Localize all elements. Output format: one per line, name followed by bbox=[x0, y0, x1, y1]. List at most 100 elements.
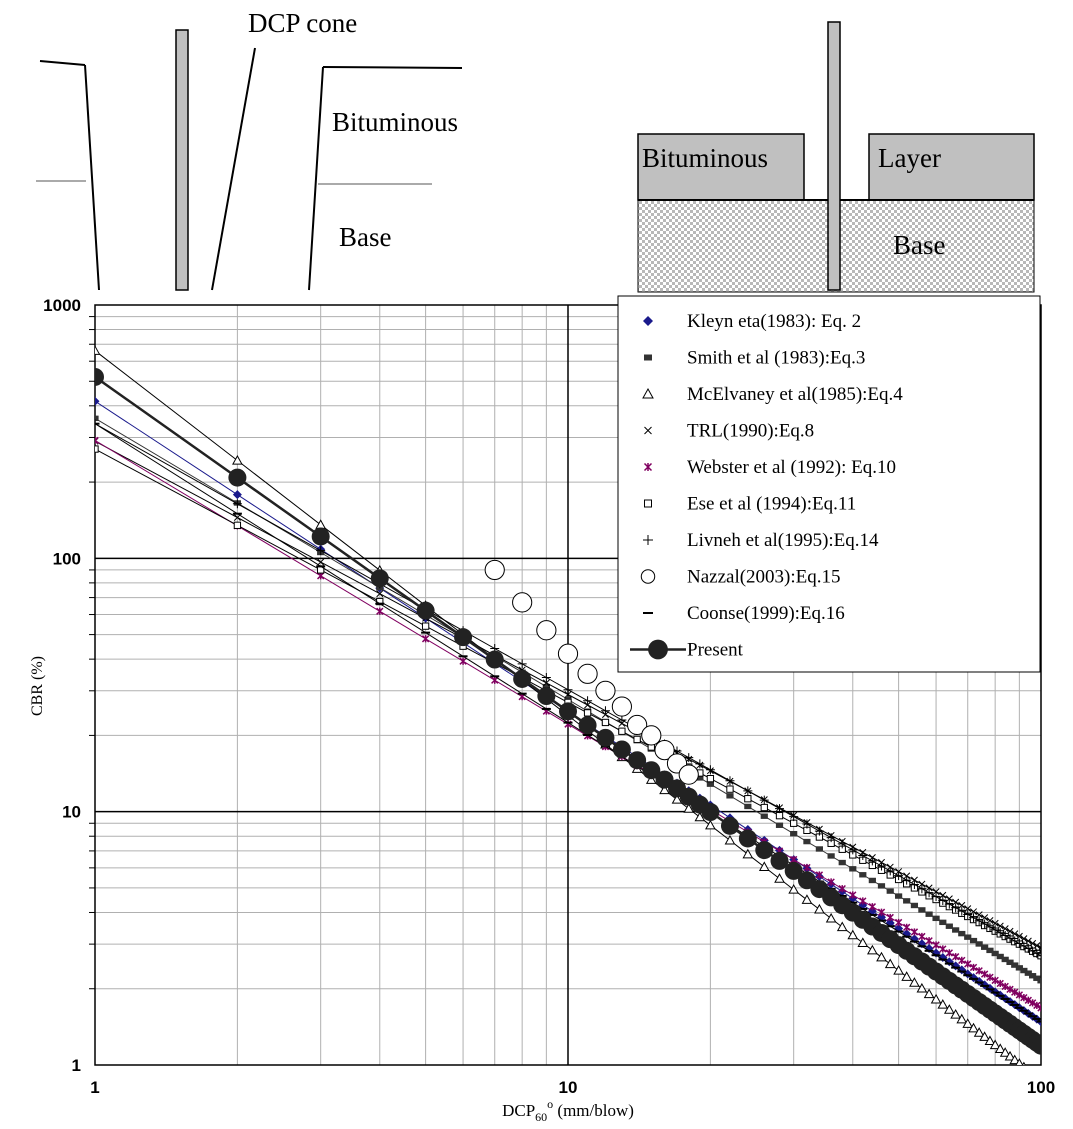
series-5-marker bbox=[958, 956, 966, 965]
series-10-marker bbox=[755, 841, 774, 860]
series-7-marker bbox=[541, 673, 551, 683]
series-7-marker bbox=[316, 546, 326, 556]
legend: Kleyn eta(1983): Eq. 2 Smith et al (1983)… bbox=[617, 295, 1041, 673]
series-7-marker bbox=[826, 833, 836, 843]
series-5-marker bbox=[838, 884, 846, 893]
series-5-marker bbox=[1028, 999, 1037, 1007]
y-axis-label: CBR (%) bbox=[29, 656, 46, 716]
legend-item: McElvaney et al(1985):Eq.4 bbox=[642, 384, 903, 405]
series-4-marker bbox=[932, 888, 940, 896]
series-2-marker bbox=[991, 950, 999, 957]
series-5-marker bbox=[939, 945, 947, 953]
series-6-marker bbox=[744, 795, 752, 803]
series-7-marker bbox=[848, 845, 858, 855]
series-1-marker bbox=[232, 490, 242, 500]
series-3-marker bbox=[758, 861, 770, 871]
series-3-marker bbox=[1015, 1058, 1024, 1065]
legend-item: Kleyn eta(1983): Eq. 2 bbox=[643, 311, 861, 332]
y-tick-labels: 1 10 100 1000 bbox=[43, 296, 81, 1075]
series-2-marker bbox=[981, 944, 989, 950]
series-5-marker bbox=[910, 928, 919, 936]
series-2-marker bbox=[1024, 970, 1032, 976]
legend-item: Smith et al (1983):Eq.3 bbox=[644, 348, 865, 369]
series-3-marker bbox=[893, 964, 904, 975]
series-7-marker bbox=[974, 916, 984, 926]
series-3-marker bbox=[901, 971, 913, 981]
series-8-marker bbox=[641, 725, 662, 746]
series-3-marker bbox=[857, 937, 869, 947]
series-7-marker bbox=[980, 919, 990, 929]
series-2-marker bbox=[1006, 959, 1014, 966]
series-2-marker bbox=[775, 822, 784, 828]
series-3-marker bbox=[909, 977, 920, 987]
series-3-marker bbox=[683, 803, 695, 813]
series-7-marker bbox=[944, 899, 954, 909]
right-crater-wall bbox=[308, 66, 324, 291]
series-6-marker bbox=[601, 718, 610, 727]
series-3-marker bbox=[836, 921, 848, 932]
y-tick-label: 10 bbox=[62, 803, 81, 822]
series-7-marker bbox=[917, 884, 927, 894]
series-3-marker bbox=[1021, 1061, 1026, 1065]
x-axis-label-unit: (mm/blow) bbox=[553, 1101, 634, 1120]
series-3-marker bbox=[814, 903, 825, 914]
series-8-marker bbox=[557, 643, 579, 664]
series-5-marker bbox=[1024, 996, 1032, 1004]
series-5-marker bbox=[1006, 985, 1014, 993]
legend-label: Nazzal(2003):Eq.15 bbox=[687, 567, 841, 588]
legend-marker bbox=[644, 426, 652, 435]
series-5-marker bbox=[815, 871, 824, 879]
left-bituminous-label: Bituminous bbox=[332, 107, 458, 137]
series-5-marker bbox=[991, 976, 999, 985]
series-2-marker bbox=[827, 853, 835, 859]
series-5-marker bbox=[975, 967, 983, 975]
series-4 bbox=[95, 437, 1041, 952]
series-3-marker bbox=[962, 1018, 974, 1028]
series-3-marker bbox=[950, 1008, 961, 1019]
series-2-marker bbox=[1015, 965, 1023, 971]
cone-label: DCP cone bbox=[248, 8, 357, 38]
series-2-marker bbox=[895, 893, 903, 899]
left-base-label: Base bbox=[339, 222, 392, 252]
series-2-marker bbox=[918, 907, 926, 913]
right-base-label: Base bbox=[893, 230, 946, 260]
series-3-marker bbox=[937, 999, 949, 1009]
series-3-marker bbox=[973, 1027, 985, 1037]
series-8-marker bbox=[654, 739, 675, 761]
series-10-marker bbox=[612, 740, 631, 759]
series-10-marker bbox=[485, 650, 504, 669]
series-7-marker bbox=[951, 903, 961, 913]
series-10-marker bbox=[513, 669, 532, 688]
series-3-marker bbox=[989, 1039, 1001, 1050]
series-7-marker bbox=[684, 753, 694, 763]
series-6-marker bbox=[775, 812, 784, 820]
series-7-marker bbox=[990, 925, 1000, 935]
x-tick-label: 1 bbox=[90, 1078, 99, 1097]
series-7-marker bbox=[802, 819, 812, 829]
series-4-marker bbox=[542, 679, 550, 687]
right-diagram: Bituminous Layer Base bbox=[637, 21, 1035, 293]
series-3-marker bbox=[1009, 1054, 1021, 1065]
series-3-marker bbox=[968, 1022, 979, 1033]
series-5-marker bbox=[894, 918, 903, 927]
series-6-marker bbox=[421, 622, 430, 630]
series-6-marker bbox=[618, 727, 626, 735]
bituminous-layer-right bbox=[868, 133, 1035, 201]
series-2-marker bbox=[877, 883, 886, 889]
legend-label: McElvaney et al(1985):Eq.4 bbox=[687, 384, 903, 405]
series-2-marker bbox=[1020, 967, 1028, 974]
series-7-marker bbox=[876, 861, 886, 871]
series-3-marker bbox=[923, 988, 935, 999]
series-7-marker bbox=[1000, 931, 1010, 941]
series-8-marker bbox=[678, 764, 699, 785]
series-3-marker bbox=[774, 873, 785, 883]
series-5-marker bbox=[986, 973, 994, 981]
series-7-marker bbox=[957, 906, 967, 916]
series-7-marker bbox=[1023, 944, 1033, 954]
legend-label: Ese et al (1994):Eq.11 bbox=[687, 494, 856, 515]
series-2-marker bbox=[903, 898, 911, 904]
series-3-marker bbox=[994, 1043, 1006, 1053]
series-3-marker bbox=[825, 912, 837, 923]
series-3-marker bbox=[867, 944, 878, 955]
series-6-marker bbox=[633, 735, 641, 744]
